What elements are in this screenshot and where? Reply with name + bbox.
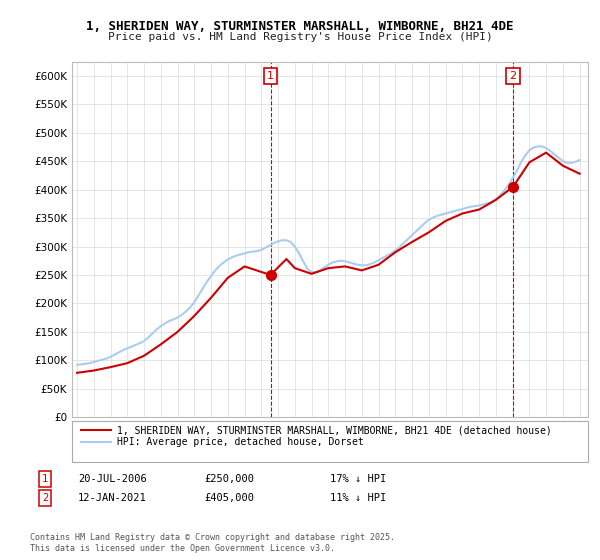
- Text: 20-JUL-2006: 20-JUL-2006: [78, 474, 147, 484]
- Text: Contains HM Land Registry data © Crown copyright and database right 2025.
This d: Contains HM Land Registry data © Crown c…: [30, 533, 395, 553]
- Text: 17% ↓ HPI: 17% ↓ HPI: [330, 474, 386, 484]
- Text: £405,000: £405,000: [204, 493, 254, 503]
- Text: 1: 1: [42, 474, 48, 484]
- Text: 1, SHERIDEN WAY, STURMINSTER MARSHALL, WIMBORNE, BH21 4DE (detached house): 1, SHERIDEN WAY, STURMINSTER MARSHALL, W…: [117, 425, 552, 435]
- Text: £250,000: £250,000: [204, 474, 254, 484]
- Text: 12-JAN-2021: 12-JAN-2021: [78, 493, 147, 503]
- Text: 2: 2: [42, 493, 48, 503]
- Text: Price paid vs. HM Land Registry's House Price Index (HPI): Price paid vs. HM Land Registry's House …: [107, 32, 493, 43]
- Text: 1, SHERIDEN WAY, STURMINSTER MARSHALL, WIMBORNE, BH21 4DE: 1, SHERIDEN WAY, STURMINSTER MARSHALL, W…: [86, 20, 514, 32]
- Text: HPI: Average price, detached house, Dorset: HPI: Average price, detached house, Dors…: [117, 437, 364, 447]
- Text: 11% ↓ HPI: 11% ↓ HPI: [330, 493, 386, 503]
- Text: 2: 2: [509, 71, 517, 81]
- Text: 1: 1: [267, 71, 274, 81]
